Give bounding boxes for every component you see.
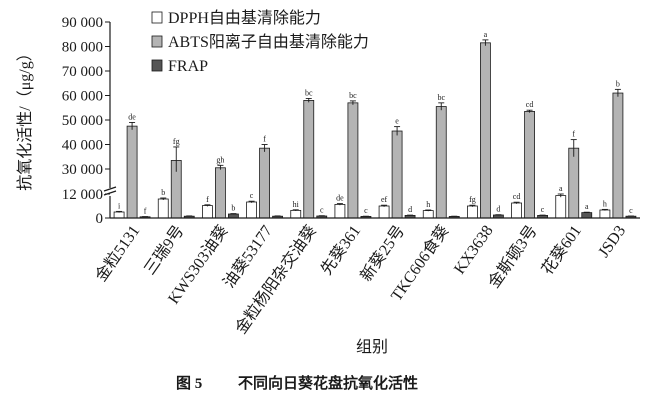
y-tick-label: 40 000 [62, 138, 103, 154]
significance-letter: fg [469, 195, 476, 204]
x-tick-label: 金粒5131 [92, 222, 143, 285]
significance-letter: bc [349, 91, 357, 100]
x-tick-label: 金粒杨阳杂交油葵 [232, 222, 320, 337]
bar [113, 211, 125, 219]
x-axis-label: 组别 [356, 338, 388, 356]
bar [378, 205, 390, 219]
bar [612, 92, 624, 219]
significance-letter: ef [381, 195, 388, 204]
significance-letter: cd [526, 100, 534, 109]
x-tick-label: 先葵361 [317, 222, 364, 278]
y-tick-label: 60 000 [62, 89, 103, 105]
y-tick-label: 80 000 [62, 40, 103, 56]
significance-letter: c [250, 191, 254, 200]
bar [303, 100, 315, 219]
bar [157, 198, 169, 219]
bar [290, 209, 302, 219]
bar [422, 210, 434, 219]
legend-label: ABTS阳离子自由基清除能力 [168, 33, 369, 51]
bar [524, 111, 535, 219]
significance-letter: de [128, 112, 136, 121]
significance-letter: f [206, 195, 209, 204]
significance-letter: b [231, 204, 235, 213]
y-tick-label: 12 000 [62, 187, 103, 203]
y-tick-label: 0 [96, 211, 104, 227]
significance-letter: h [426, 200, 430, 209]
bar [568, 147, 580, 219]
significance-letter: e [395, 117, 399, 126]
x-tick-label: 花葵601 [538, 222, 585, 278]
x-tick-label: KX3638 [451, 223, 497, 278]
significance-letter: f [263, 135, 266, 144]
significance-letter: d [408, 205, 412, 214]
plot-area: idefbfgfghbcfhibccdebccefedhbcfgadcdcdca… [113, 30, 637, 219]
significance-letter: i [118, 201, 121, 210]
significance-letter: a [585, 202, 589, 211]
significance-letter: b [616, 79, 620, 88]
axis-break-mark [103, 186, 117, 192]
y-tick-label: 30 000 [62, 162, 103, 178]
bar [347, 102, 359, 219]
figure-caption-text: 不同向日葵花盘抗氧化活性 [238, 374, 418, 392]
y-tick-label: 50 000 [62, 113, 103, 129]
bar [259, 147, 270, 219]
significance-letter: hi [293, 200, 300, 209]
significance-letter: h [603, 199, 607, 208]
significance-letter: d [496, 205, 500, 214]
bar [246, 201, 257, 219]
significance-letter: cd [513, 192, 521, 201]
significance-letter: c [629, 206, 633, 215]
x-tick-label: JSD3 [595, 223, 629, 261]
bar [435, 106, 447, 219]
legend: DPPH自由基清除能力 ABTS阳离子自由基清除能力 FRAP [151, 9, 369, 75]
significance-letter: bc [437, 93, 445, 102]
significance-letter: a [559, 184, 563, 193]
significance-letter: de [336, 194, 344, 203]
bar [467, 205, 478, 219]
significance-letter: gh [216, 155, 224, 164]
significance-letter: a [484, 30, 488, 39]
y-tick-label: 90 000 [62, 15, 103, 31]
bar [126, 125, 138, 219]
legend-label: DPPH自由基清除能力 [168, 9, 321, 27]
significance-letter: fg [173, 137, 180, 146]
y-tick-label: 70 000 [62, 64, 103, 80]
bar [391, 130, 403, 219]
significance-letter: c [364, 206, 368, 215]
significance-letter: b [161, 188, 165, 197]
significance-letter: c [541, 205, 545, 214]
significance-letter: c [320, 206, 324, 215]
bar [202, 205, 213, 219]
legend-swatch [151, 59, 163, 72]
x-tick-label: 三瑞9号 [141, 222, 188, 278]
bar [581, 212, 593, 219]
figure-caption-label: 图 5 [176, 375, 202, 392]
significance-letter: f [144, 207, 147, 216]
legend-swatch [151, 35, 163, 48]
legend-swatch [151, 11, 163, 24]
bar [511, 202, 522, 219]
significance-letter: bc [305, 88, 313, 97]
bar [555, 195, 567, 219]
bar [480, 42, 491, 219]
bar [334, 203, 346, 219]
y-axis-label: 抗氧化活性/（μg/g） [16, 45, 34, 190]
legend-label: FRAP [168, 58, 208, 75]
bar [599, 209, 611, 219]
bar [215, 167, 226, 219]
significance-letter: f [572, 130, 575, 139]
